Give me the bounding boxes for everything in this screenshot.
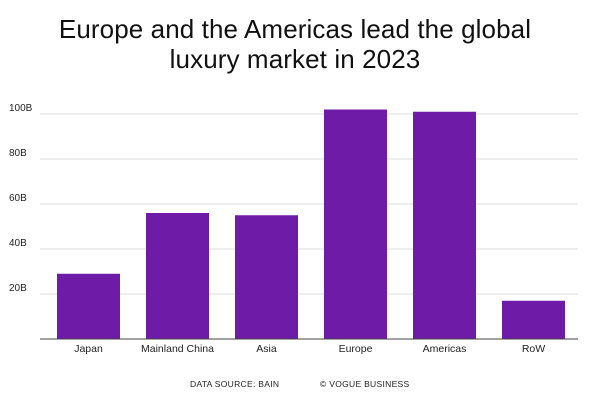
y-tick-label-20: 20B xyxy=(9,283,27,294)
chart-title: Europe and the Americas lead the global … xyxy=(0,14,590,74)
data-source-text: DATA SOURCE: BAIN xyxy=(190,379,280,389)
x-tick-label-europe: Europe xyxy=(339,343,373,355)
x-tick-label-row: RoW xyxy=(522,343,545,355)
bar-japan xyxy=(57,273,120,339)
copyright-credit-text: © VOGUE BUSINESS xyxy=(320,379,410,389)
bars xyxy=(57,109,565,339)
bar-row xyxy=(502,300,565,339)
x-tick-label-mainland-china: Mainland China xyxy=(141,343,214,355)
x-tick-label-americas: Americas xyxy=(423,343,467,355)
chart-title-line-2: luxury market in 2023 xyxy=(169,44,421,74)
x-axis-labels: Japan Mainland China Asia Europe Americas RoW xyxy=(74,343,545,355)
y-tick-label-100: 100B xyxy=(9,103,33,114)
bar-europe xyxy=(324,109,387,339)
y-tick-label-60: 60B xyxy=(9,193,27,204)
y-tick-label-80: 80B xyxy=(9,148,27,159)
x-tick-label-japan: Japan xyxy=(74,343,103,355)
x-tick-label-asia: Asia xyxy=(256,343,277,355)
chart-title-line-1: Europe and the Americas lead the global xyxy=(58,14,532,44)
bar-mainland-china xyxy=(146,213,209,339)
gridlines xyxy=(40,113,578,295)
y-tick-label-40: 40B xyxy=(9,238,27,249)
bar-asia xyxy=(235,215,298,339)
bar-americas xyxy=(413,111,476,339)
y-axis-ticks: 20B 40B 60B 80B 100B xyxy=(9,103,33,294)
